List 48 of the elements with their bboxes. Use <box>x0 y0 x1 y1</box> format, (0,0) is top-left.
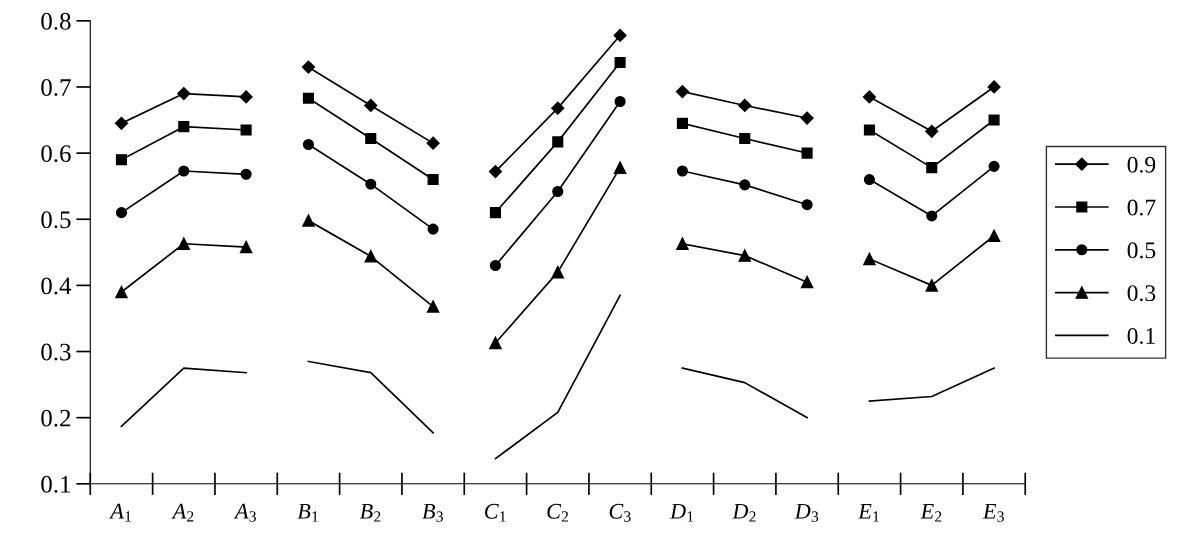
legend-label: 0.5 <box>1127 242 1156 259</box>
point <box>926 210 938 222</box>
point <box>488 165 503 179</box>
legend-label: 0.9 <box>1127 156 1156 173</box>
point <box>115 207 128 219</box>
y-tick-label: 0.4 <box>41 277 72 295</box>
x-tick-label: E$_{3}$ <box>982 504 1004 522</box>
point <box>240 168 252 180</box>
x-tick-label: B$_{2}$ <box>359 504 381 522</box>
legend-label: 0.7 <box>1127 199 1156 216</box>
x-tick-label: E$_{2}$ <box>920 504 942 522</box>
point <box>489 259 501 272</box>
x-tick-label: A$_{3}$ <box>233 503 256 522</box>
y-tick-label: 0.2 <box>41 409 71 427</box>
point <box>177 86 191 101</box>
x-tick-label: D$_{1}$ <box>669 504 694 522</box>
x-tick-label: A$_{1}$ <box>109 503 131 522</box>
legend-label: 0.1 <box>1127 327 1155 345</box>
x-tick-label: C$_{2}$ <box>547 503 569 522</box>
point <box>551 101 565 115</box>
y-tick-label: 0.5 <box>41 211 71 229</box>
x-tick-label: B$_{1}$ <box>297 504 318 522</box>
x-tick-label: D$_{2}$ <box>732 504 756 522</box>
y-tick-label: 0.1 <box>41 475 71 493</box>
point <box>552 185 564 198</box>
point <box>178 165 190 177</box>
point <box>552 136 564 148</box>
y-tick-label: 0.6 <box>41 145 71 163</box>
legend-label: 0.3 <box>1127 285 1156 302</box>
x-tick-label: E$_{1}$ <box>858 504 879 522</box>
x-tick-label: A$_{2}$ <box>171 503 194 522</box>
x-tick-label: B$_{3}$ <box>422 504 443 522</box>
point <box>613 161 627 174</box>
x-tick-label: C$_{3}$ <box>609 503 631 522</box>
x-tick-label: D$_{3}$ <box>794 504 819 522</box>
point <box>239 90 253 104</box>
point <box>489 207 501 219</box>
point <box>614 95 626 108</box>
point <box>551 265 565 279</box>
point <box>863 174 875 186</box>
point <box>614 56 626 69</box>
y-tick-label: 0.8 <box>41 12 71 30</box>
point <box>489 336 502 350</box>
point <box>613 28 627 42</box>
x-tick-label: C$_{1}$ <box>485 503 506 522</box>
y-tick-label: 0.3 <box>41 343 71 361</box>
y-tick-label: 0.7 <box>41 79 71 96</box>
point <box>114 116 129 130</box>
